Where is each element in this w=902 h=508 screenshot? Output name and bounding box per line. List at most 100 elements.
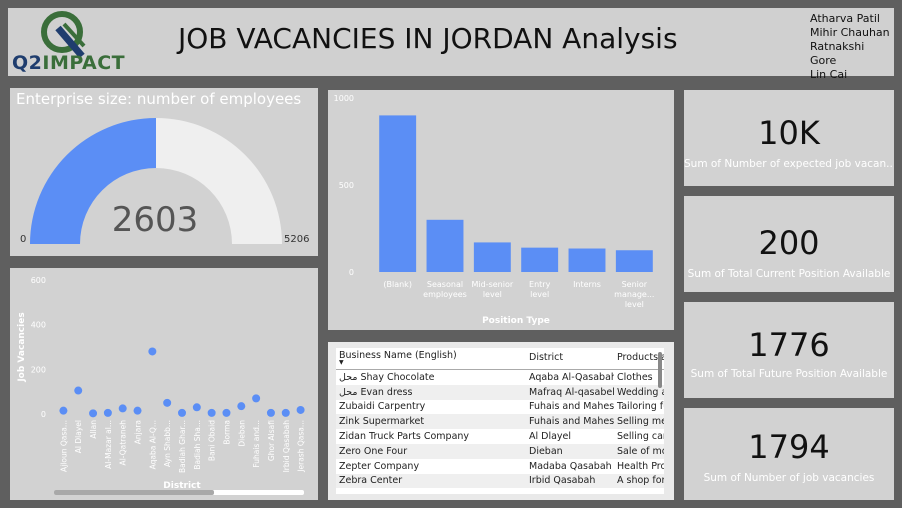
table-cell: Zink Supermarket xyxy=(336,414,526,430)
x-tick-label: Al-Mazar al... xyxy=(104,420,113,469)
bar[interactable] xyxy=(473,242,511,272)
table-vertical-scrollbar[interactable] xyxy=(658,352,662,388)
card-current-positions[interactable]: 200 Sum of Total Current Position Availa… xyxy=(684,196,894,292)
card-value: 1776 xyxy=(748,326,830,364)
position-type-bar-visual[interactable]: 0 500 1000 (Blank) Seasonal employees Mid-seni… xyxy=(328,90,674,330)
x-tick-label: Ajloun Qasa... xyxy=(59,420,68,472)
table-row[interactable]: Zink Supermarket Fuhais and Mahes Selling … xyxy=(336,414,664,430)
table-cell: Madaba Qasabah xyxy=(529,460,612,472)
author-name: Atharva Patil xyxy=(810,12,880,25)
x-tick-label: Seasonal employees xyxy=(423,280,467,299)
scatter-point[interactable] xyxy=(89,409,98,418)
x-tick-label: Borma xyxy=(222,420,231,445)
card-value: 200 xyxy=(758,224,820,262)
bar[interactable] xyxy=(379,115,417,273)
gauge-fill xyxy=(30,118,156,244)
x-tick-label: Badiah Ghar... xyxy=(178,420,187,473)
x-tick-label: Mid-senior level xyxy=(472,280,514,299)
table-cell: Zidan Truck Parts Company xyxy=(339,431,470,443)
card-expected-job-vacancies[interactable]: 10K Sum of Number of expected job vacan.… xyxy=(684,90,894,186)
x-tick-label: Interns xyxy=(573,280,601,289)
table-row[interactable]: Zepter Company Madaba Qasabah Health Produ xyxy=(336,459,664,474)
card-label: Sum of Number of job vacancies xyxy=(703,472,875,484)
bar[interactable] xyxy=(615,250,653,272)
y-tick-label: 0 xyxy=(41,410,46,419)
bar-chart: 0 500 1000 (Blank) Seasonal employees Mid-seni… xyxy=(334,94,655,326)
bar[interactable] xyxy=(521,247,559,272)
gauge-track xyxy=(156,118,282,244)
table-cell: Wedding and xyxy=(614,384,664,400)
table-row[interactable]: Zubaidi Carpentry Fuhais and Mahes Tailori… xyxy=(336,400,664,415)
y-tick-label: 600 xyxy=(31,276,46,285)
scatter-point[interactable] xyxy=(118,404,127,413)
scatter-point[interactable] xyxy=(178,408,186,417)
table-cell: Zepter Company xyxy=(339,460,420,472)
column-header-business-name[interactable]: Business Name (English) ▼ xyxy=(336,348,526,370)
x-tick-label: Irbid Qasabah xyxy=(282,420,291,473)
table-cell: Zebra Center xyxy=(336,473,526,489)
business-table-container[interactable]: Business Name (English) ▼ District Produc… xyxy=(336,348,664,494)
scatter-point[interactable] xyxy=(103,408,112,417)
job-vacancies-by-district-visual[interactable]: 0 200 400 600 Job Vacancies Ajloun Qasa... Al … xyxy=(10,268,318,500)
x-tick-label: Ghor Alsafi xyxy=(267,420,276,461)
x-tick-label: Badiah Sha... xyxy=(193,420,202,470)
card-future-positions[interactable]: 1776 Sum of Total Future Position Availa… xyxy=(684,302,894,398)
card-job-vacancies[interactable]: 1794 Sum of Number of job vacancies xyxy=(684,408,894,500)
scatter-point[interactable] xyxy=(59,406,68,415)
x-tick-label: Aqaba Al-Q... xyxy=(148,420,157,469)
scatter-point[interactable] xyxy=(281,408,290,417)
bar[interactable] xyxy=(426,219,464,272)
column-header-district[interactable]: District xyxy=(526,348,614,370)
y-tick-label: 200 xyxy=(31,365,46,374)
x-axis-title: Position Type xyxy=(482,316,550,326)
author-list: Atharva Patil Mihir Chauhan Ratnakshi Go… xyxy=(810,12,894,82)
table-cell: محل Shay Chocolate xyxy=(339,371,435,383)
scatter-point[interactable] xyxy=(133,406,142,415)
gauge-value: 2603 xyxy=(111,200,199,240)
x-tick-label: Anjara xyxy=(134,420,143,444)
scatter-point[interactable] xyxy=(296,405,305,414)
scatter-point[interactable] xyxy=(237,402,246,411)
scatter-point[interactable] xyxy=(222,408,231,417)
author-name: Ratnakshi Gore xyxy=(810,40,865,67)
y-axis-title: Job Vacancies xyxy=(17,312,27,382)
table-cell: Zubaidi Carpentry xyxy=(339,401,426,413)
logo-wordmark: Q2IMPACT xyxy=(12,52,126,74)
horizontal-scrollbar-thumb[interactable] xyxy=(54,490,214,495)
table-row[interactable]: محل Shay Chocolate Aqaba Al-Qasabah Clothe… xyxy=(336,370,664,385)
page-title: JOB VACANCIES IN JORDAN Analysis xyxy=(178,22,678,55)
gauge-min-label: 0 xyxy=(20,234,27,245)
y-tick-label: 400 xyxy=(31,321,46,330)
business-table-visual[interactable]: Business Name (English) ▼ District Produc… xyxy=(328,342,674,500)
scatter-point[interactable] xyxy=(192,403,201,412)
bar[interactable] xyxy=(568,248,606,272)
author-name: Mihir Chauhan xyxy=(810,26,890,39)
x-axis-title: District xyxy=(163,481,201,491)
table-cell: Zero One Four xyxy=(336,443,526,459)
table-cell: Selling meat xyxy=(614,414,664,430)
x-tick-label: Jerash Qasa... xyxy=(297,420,306,473)
column-header-products[interactable]: Products and xyxy=(614,348,664,370)
scatter-point[interactable] xyxy=(207,408,216,417)
enterprise-size-gauge-visual[interactable]: Enterprise size: number of employees 260… xyxy=(10,88,318,256)
scatter-point[interactable] xyxy=(252,394,261,403)
gauge-title: Enterprise size: number of employees xyxy=(16,90,302,108)
scatter-point[interactable] xyxy=(74,386,83,395)
scatter-point[interactable] xyxy=(266,408,275,417)
table-cell: محل Evan dress xyxy=(336,384,526,400)
gauge-max-label: 5206 xyxy=(284,234,310,245)
x-tick-label: Dieban xyxy=(237,420,246,447)
scatter-point[interactable] xyxy=(163,398,172,407)
q2impact-logo-icon xyxy=(41,11,86,59)
x-tick-label: Al-Qatraneh xyxy=(119,420,128,466)
x-tick-label: Al Dlayel xyxy=(74,420,83,453)
x-tick-label: Fuhais and... xyxy=(252,420,261,468)
scatter-point[interactable] xyxy=(148,347,157,356)
table-row[interactable]: Zidan Truck Parts Company Al Dlayel Sellin… xyxy=(336,429,664,444)
scatter-chart: 0 200 400 600 Job Vacancies Ajloun Qasa... Al … xyxy=(17,276,306,495)
card-value: 1794 xyxy=(748,428,830,466)
table-cell: Tailoring furi xyxy=(617,401,664,413)
